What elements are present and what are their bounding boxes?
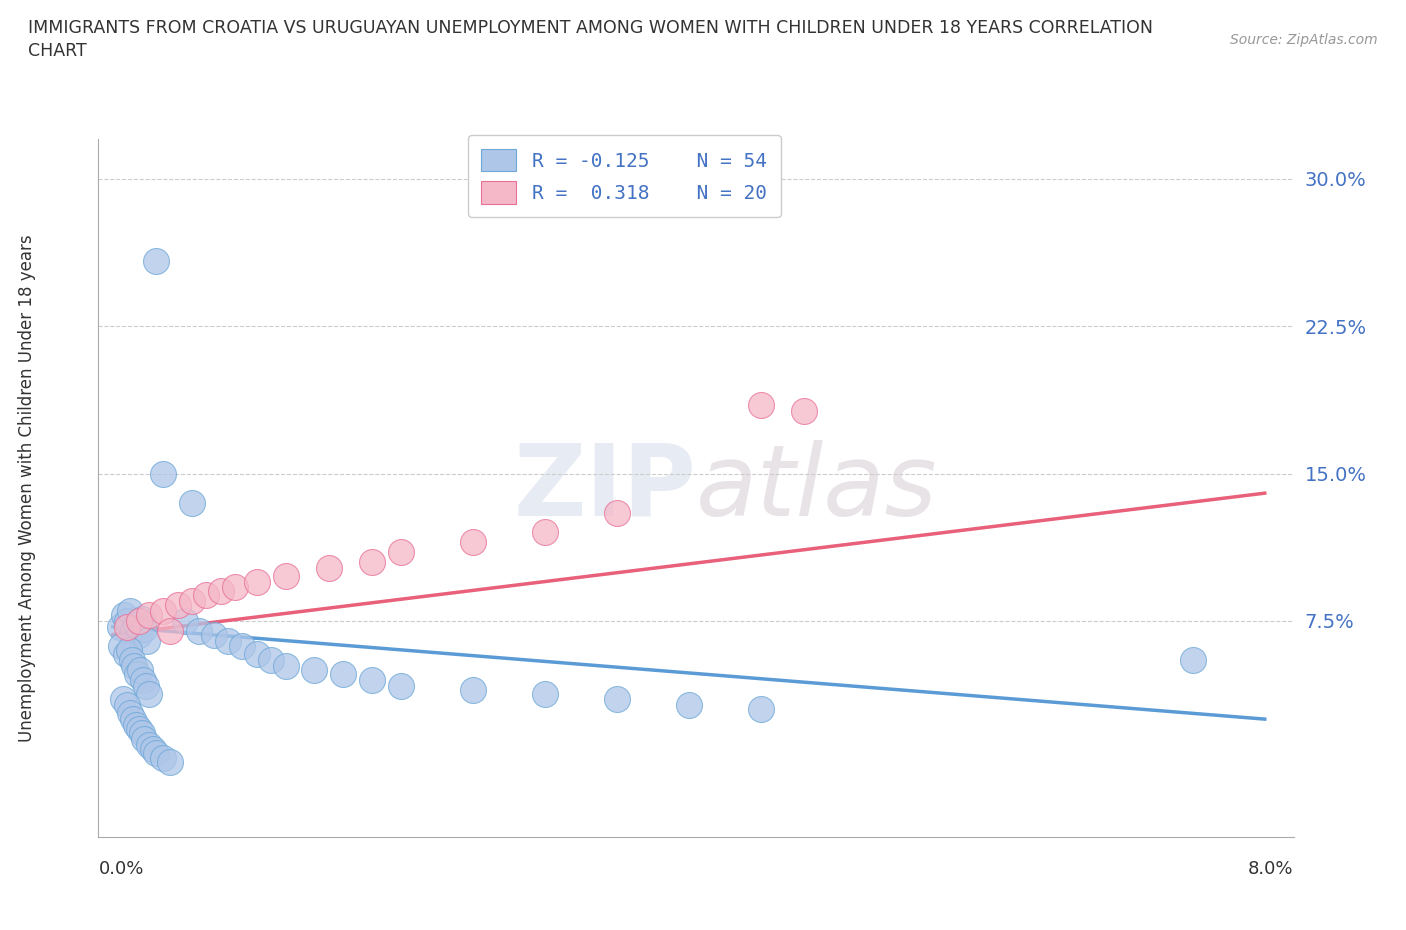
- Point: [274, 658, 297, 673]
- Point: [318, 561, 340, 576]
- Text: 8.0%: 8.0%: [1249, 860, 1294, 878]
- Point: [181, 496, 204, 511]
- Text: Unemployment Among Women with Children Under 18 years: Unemployment Among Women with Children U…: [18, 234, 35, 742]
- Point: [128, 614, 150, 629]
- Point: [152, 604, 174, 618]
- Point: [110, 639, 132, 654]
- Point: [136, 633, 159, 648]
- Text: IMMIGRANTS FROM CROATIA VS URUGUAYAN UNEMPLOYMENT AMONG WOMEN WITH CHILDREN UNDE: IMMIGRANTS FROM CROATIA VS URUGUAYAN UNE…: [28, 19, 1153, 60]
- Point: [142, 741, 165, 756]
- Point: [138, 686, 160, 701]
- Text: 0.0%: 0.0%: [98, 860, 143, 878]
- Point: [533, 525, 555, 540]
- Point: [108, 619, 131, 634]
- Point: [332, 667, 354, 682]
- Point: [461, 535, 484, 550]
- Point: [246, 574, 269, 589]
- Point: [606, 505, 628, 520]
- Point: [131, 725, 153, 740]
- Point: [121, 653, 143, 668]
- Point: [122, 711, 145, 726]
- Point: [127, 667, 149, 682]
- Point: [361, 554, 384, 569]
- Point: [115, 619, 138, 634]
- Point: [274, 568, 297, 583]
- Point: [231, 639, 253, 654]
- Point: [134, 731, 156, 746]
- Point: [138, 737, 160, 752]
- Point: [120, 604, 142, 618]
- Point: [115, 698, 138, 712]
- Point: [138, 607, 160, 622]
- Point: [122, 623, 145, 638]
- Point: [124, 658, 146, 673]
- Point: [159, 623, 181, 638]
- Point: [793, 404, 815, 418]
- Point: [145, 745, 167, 760]
- Point: [129, 662, 152, 677]
- Point: [389, 545, 412, 560]
- Point: [209, 584, 232, 599]
- Legend: R = -0.125    N = 54, R =  0.318    N = 20: R = -0.125 N = 54, R = 0.318 N = 20: [468, 135, 780, 217]
- Point: [749, 702, 772, 717]
- Point: [678, 698, 700, 712]
- Point: [120, 706, 142, 721]
- Point: [112, 607, 135, 622]
- Point: [152, 466, 174, 481]
- Point: [224, 580, 246, 595]
- Point: [202, 627, 225, 642]
- Point: [115, 614, 138, 629]
- Point: [152, 751, 174, 765]
- Point: [361, 672, 384, 687]
- Point: [195, 588, 218, 603]
- Point: [188, 623, 211, 638]
- Point: [159, 755, 181, 770]
- Point: [533, 686, 555, 701]
- Point: [111, 692, 134, 707]
- Point: [114, 647, 136, 662]
- Point: [1181, 653, 1204, 668]
- Point: [131, 611, 153, 626]
- Point: [132, 672, 155, 687]
- Text: Source: ZipAtlas.com: Source: ZipAtlas.com: [1230, 33, 1378, 46]
- Point: [389, 678, 412, 693]
- Point: [217, 633, 239, 648]
- Point: [125, 618, 148, 632]
- Point: [461, 683, 484, 698]
- Text: ZIP: ZIP: [513, 440, 696, 537]
- Point: [246, 647, 269, 662]
- Point: [134, 621, 156, 636]
- Point: [304, 662, 326, 677]
- Point: [173, 614, 195, 629]
- Point: [125, 718, 148, 733]
- Point: [260, 653, 283, 668]
- Point: [166, 598, 188, 613]
- Point: [145, 254, 167, 269]
- Point: [128, 627, 150, 642]
- Point: [606, 692, 628, 707]
- Text: atlas: atlas: [696, 440, 938, 537]
- Point: [135, 678, 157, 693]
- Point: [181, 593, 204, 608]
- Point: [749, 397, 772, 412]
- Point: [128, 722, 150, 737]
- Point: [118, 643, 141, 658]
